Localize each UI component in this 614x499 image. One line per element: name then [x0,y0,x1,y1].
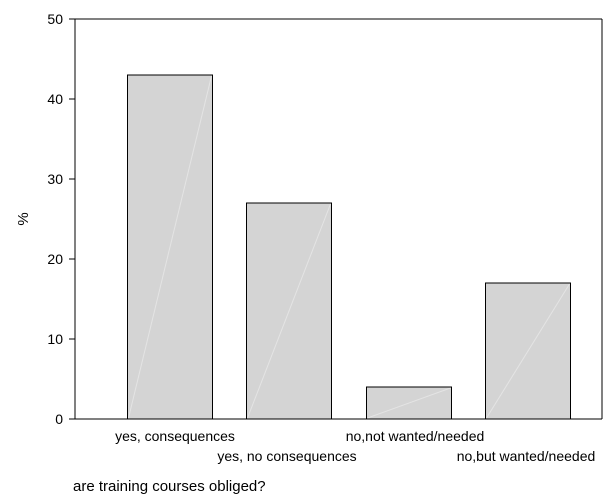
y-tick-label: 30 [47,171,63,187]
bar-highlight [128,75,212,419]
bar-highlight [247,203,331,419]
y-tick-label: 0 [55,411,63,427]
y-tick-label: 20 [47,251,63,267]
x-category-label: yes, no consequences [217,448,356,464]
bar-highlight [486,283,570,419]
y-tick-label: 40 [47,91,63,107]
y-axis-title: % [15,212,32,225]
x-axis-title: are training courses obliged? [73,478,266,495]
plot-area: 0 10 20 30 40 50 yes, consequences yes, no cons… [47,11,603,464]
bar-highlight [367,387,451,419]
x-category-label: no,not wanted/needed [346,428,485,444]
y-tick-label: 10 [47,331,63,347]
x-category-label: no,but wanted/needed [457,448,596,464]
y-tick-label: 50 [47,11,63,27]
x-category-label: yes, consequences [115,428,235,444]
